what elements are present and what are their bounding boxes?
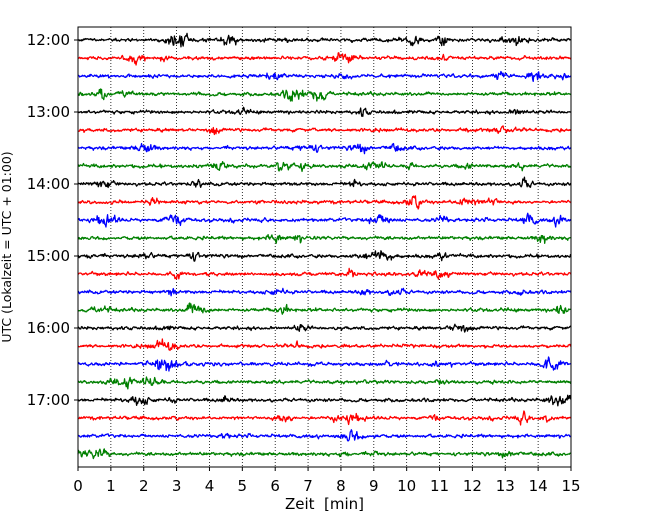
trace-1600 [77,323,572,333]
trace-1745 [77,448,572,460]
y-axis-label: UTC (Lokalzeit = UTC + 01:00) [0,151,14,342]
x-tick-label: 12 [463,477,482,495]
x-tick-label: 11 [430,477,449,495]
x-axis-ticks: 0 1 2 3 4 5 6 7 8 9 10 11 12 13 14 15 [73,467,581,495]
x-tick-label: 8 [336,477,346,495]
trace-1545 [77,302,572,315]
x-tick-label: 4 [205,477,215,495]
trace-1615 [77,338,572,352]
x-tick-label: 13 [496,477,515,495]
y-tick-label: 17:00 [27,391,70,409]
trace-1700 [77,394,572,407]
x-tick-label: 15 [561,477,580,495]
trace-1730 [77,429,572,442]
x-axis-label: Zeit [min] [285,495,364,513]
plot-frame [77,26,572,468]
trace-1415 [77,195,572,210]
y-axis-ticks: 12:00 13:00 14:00 15:00 16:00 17:00 [27,31,78,409]
x-tick-label: 3 [172,477,182,495]
trace-1300 [77,106,572,117]
x-grid [110,27,539,467]
y-tick-label: 13:00 [27,103,70,121]
x-tick-label: 0 [73,477,83,495]
trace-1430 [77,212,572,228]
trace-1230 [77,70,572,83]
trace-1445 [77,233,572,244]
x-tick-label: 5 [238,477,248,495]
trace-1330 [77,142,572,155]
x-tick-label: 14 [529,477,548,495]
x-tick-label: 9 [369,477,379,495]
trace-1215 [77,52,572,66]
trace-1245 [77,88,572,102]
y-tick-label: 16:00 [27,319,70,337]
trace-1315 [77,125,572,136]
x-tick-label: 10 [397,477,416,495]
y-tick-label: 15:00 [27,247,70,265]
x-tick-label: 6 [270,477,280,495]
y-tick-label: 12:00 [27,31,70,49]
trace-1515 [77,267,572,280]
trace-1715 [77,410,572,426]
x-tick-label: 1 [106,477,116,495]
trace-1530 [77,287,572,297]
trace-1400 [77,176,572,189]
trace-1345 [77,160,572,173]
trace-1630 [77,356,572,372]
x-tick-label: 2 [139,477,149,495]
y-tick-label: 14:00 [27,175,70,193]
x-tick-label: 7 [303,477,313,495]
trace-1500 [77,250,572,262]
trace-1645 [77,376,572,390]
trace-1200 [77,32,572,48]
traces [77,32,572,460]
